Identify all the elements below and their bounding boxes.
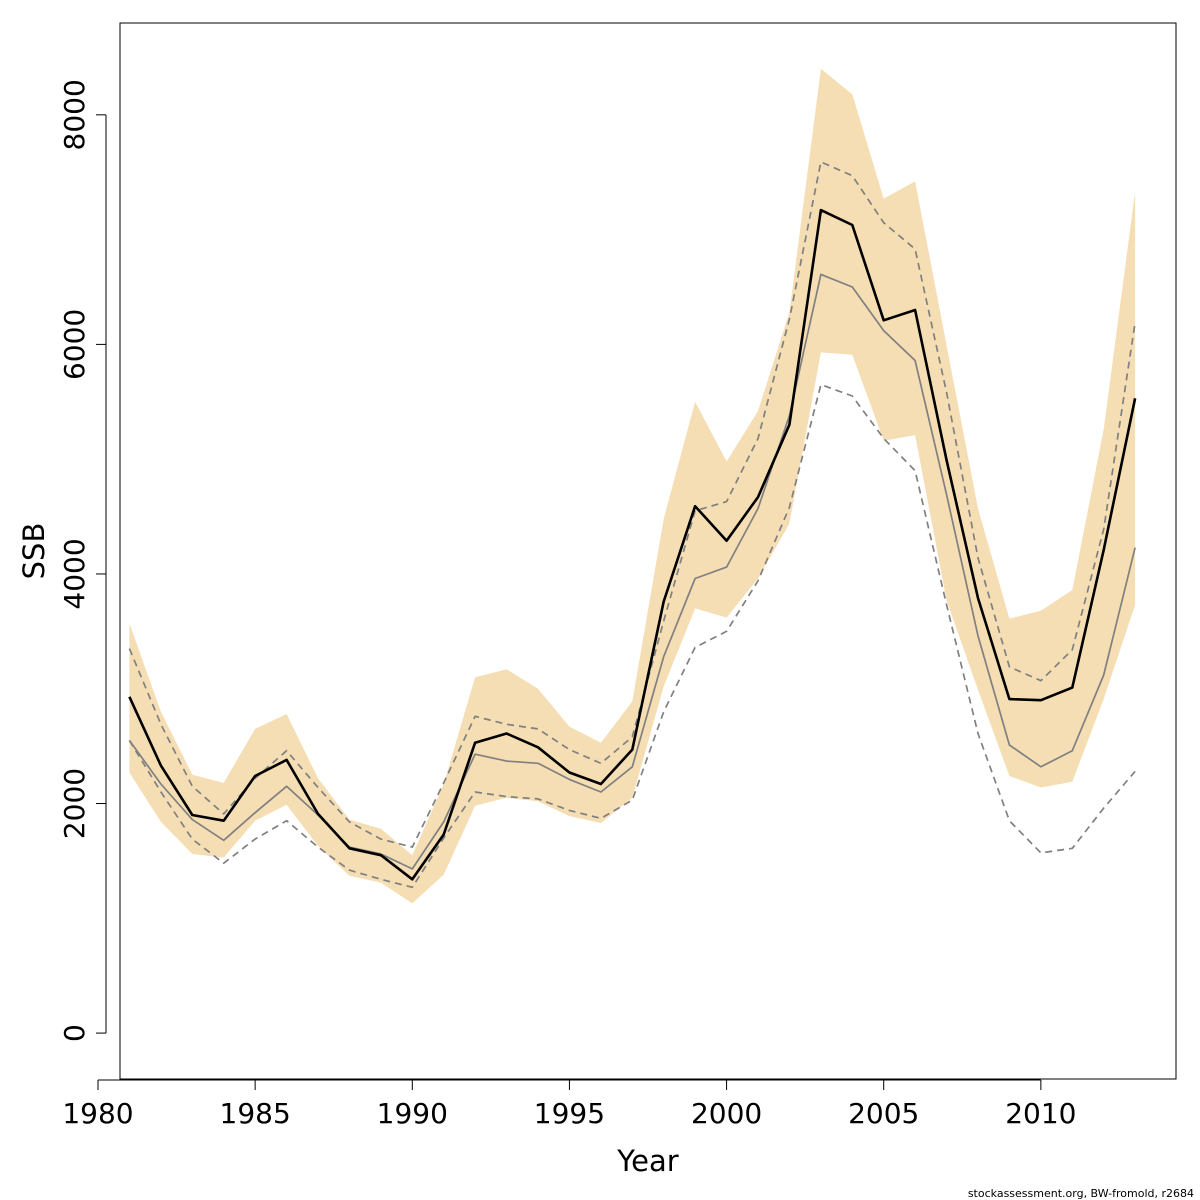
plot-area	[128, 68, 1137, 904]
ssb-alternate-upper-dashed-line	[128, 161, 1136, 848]
ssb-alternate-lower-dashed-line	[128, 383, 1136, 889]
footer-note: stockassessment.org, BW-fromold, r2684	[968, 1187, 1194, 1200]
x-tick-label: 1990	[377, 1097, 448, 1130]
x-axis: 1980 1985 1990 1995 2000 2005 2010	[62, 1079, 1076, 1130]
y-axis: 0 2000 4000 6000 8000	[58, 79, 107, 1042]
plot-frame	[119, 22, 1177, 1080]
x-tick-label: 2010	[1005, 1097, 1076, 1130]
y-tick-label: 2000	[58, 768, 91, 839]
ssb-alternate-line	[128, 273, 1136, 870]
y-tick-label: 6000	[58, 309, 91, 380]
x-tick-label: 1985	[220, 1097, 291, 1130]
y-tick-label: 4000	[58, 538, 91, 609]
y-tick-label: 0	[58, 1024, 91, 1042]
x-tick-label: 1980	[62, 1097, 133, 1130]
x-axis-title: Year	[616, 1144, 678, 1178]
confidence-band	[129, 68, 1136, 904]
x-tick-label: 2005	[848, 1097, 919, 1130]
ssb-estimate-line	[128, 208, 1137, 881]
y-tick-label: 8000	[58, 79, 91, 150]
x-tick-label: 1995	[534, 1097, 605, 1130]
x-tick-label: 2000	[691, 1097, 762, 1130]
y-axis-title: SSB	[17, 523, 51, 580]
